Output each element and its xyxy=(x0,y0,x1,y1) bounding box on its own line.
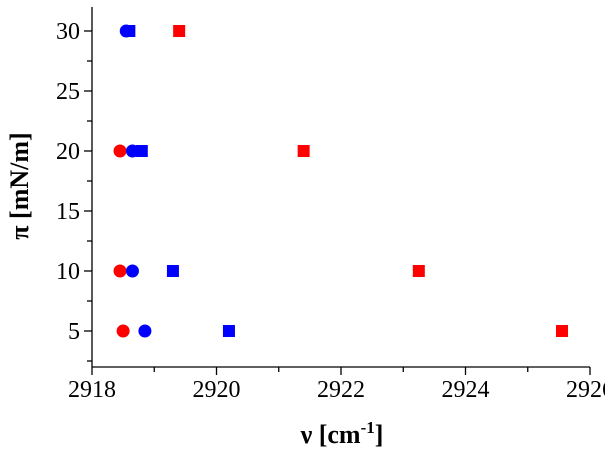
x-tick-label: 2924 xyxy=(442,377,490,403)
x-axis-title: ν [cm-1] xyxy=(300,418,384,449)
x-axis-title-text: ν [cm xyxy=(300,420,361,449)
y-tick-label: 10 xyxy=(56,259,80,285)
circle-point xyxy=(113,144,127,158)
axes xyxy=(91,7,590,368)
y-tick-label: 20 xyxy=(56,139,80,165)
y-tick-label: 25 xyxy=(56,79,80,105)
square-point xyxy=(297,145,310,157)
circle-point xyxy=(125,264,139,278)
square-point xyxy=(166,265,179,277)
y-tick-label: 30 xyxy=(56,19,80,45)
x-tick-label: 2922 xyxy=(317,377,365,403)
y-tick-label: 5 xyxy=(68,319,80,345)
x-tick-label: 2918 xyxy=(68,377,116,403)
x-tick-label: 2926 xyxy=(566,377,605,403)
x-axis-title-end: ] xyxy=(375,420,384,449)
y-axis-title: π [mN/m] xyxy=(5,132,34,239)
x-tick-label: 2920 xyxy=(193,377,241,403)
circle-point xyxy=(125,144,139,158)
circle-point xyxy=(116,324,130,338)
circle-point xyxy=(119,24,133,38)
square-point xyxy=(173,25,186,37)
square-point xyxy=(555,325,568,337)
x-axis-title-sup: -1 xyxy=(361,418,375,437)
data-points xyxy=(113,24,568,338)
y-tick-label: 15 xyxy=(56,199,80,225)
square-point xyxy=(135,145,148,157)
y-ticks: 5 10 15 20 25 30 xyxy=(56,19,92,362)
square-point xyxy=(222,325,235,337)
x-ticks: 2918 2920 2922 2924 2926 xyxy=(68,367,605,403)
circle-point xyxy=(113,264,127,278)
square-point xyxy=(412,265,425,277)
circle-point xyxy=(138,324,152,338)
